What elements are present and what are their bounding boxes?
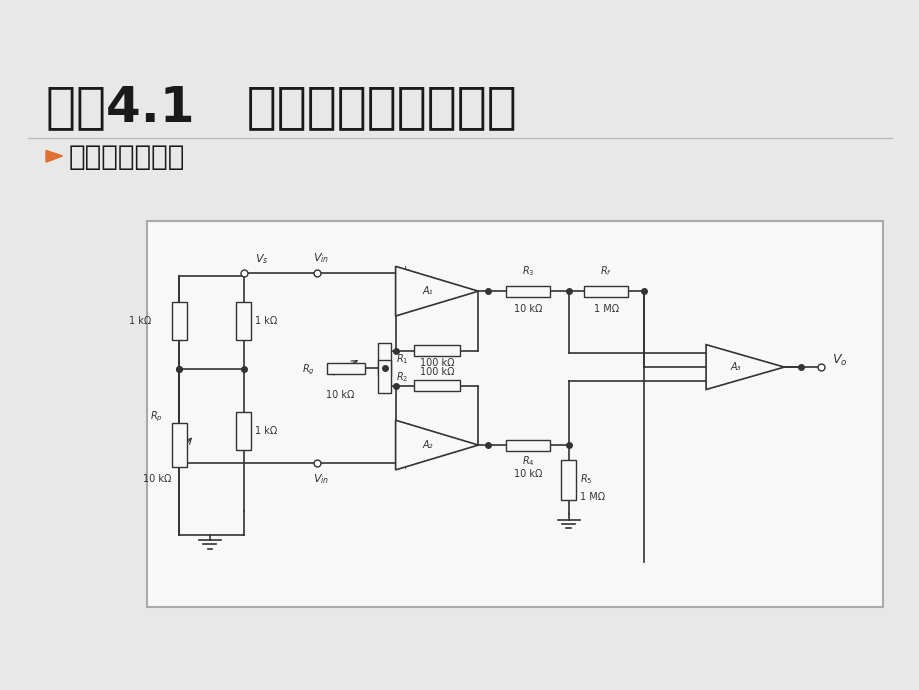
Bar <box>236 302 251 339</box>
Text: −: − <box>711 346 720 355</box>
Bar <box>414 380 460 391</box>
Bar <box>378 343 391 376</box>
Text: $R_f$: $R_f$ <box>599 265 612 279</box>
Text: $V_s$: $V_s$ <box>255 252 268 266</box>
Bar <box>505 286 550 297</box>
Text: $R_2$: $R_2$ <box>395 370 407 384</box>
Text: −: − <box>401 420 410 429</box>
Text: 10 kΩ: 10 kΩ <box>142 474 171 484</box>
Text: 10 kΩ: 10 kΩ <box>514 304 541 314</box>
Text: $R_4$: $R_4$ <box>521 455 534 469</box>
Bar <box>236 413 251 451</box>
Bar <box>414 345 460 356</box>
Text: 100 kΩ: 100 kΩ <box>419 367 454 377</box>
Bar <box>505 440 550 451</box>
Text: +: + <box>401 461 410 471</box>
Text: −: − <box>401 307 410 317</box>
Bar <box>172 302 187 339</box>
Bar <box>378 360 391 393</box>
Bar <box>584 286 628 297</box>
Text: A₃: A₃ <box>730 362 741 372</box>
Text: $R_5$: $R_5$ <box>579 473 592 486</box>
Bar <box>561 460 575 500</box>
Polygon shape <box>395 420 478 470</box>
Text: 任务4.1   仪用放大电路的设计: 任务4.1 仪用放大电路的设计 <box>46 83 516 131</box>
Text: $V_{in}$: $V_{in}$ <box>312 473 329 486</box>
Text: $R_p$: $R_p$ <box>150 410 163 424</box>
Polygon shape <box>706 345 784 389</box>
Polygon shape <box>395 266 478 316</box>
Text: $R_g$: $R_g$ <box>301 362 314 377</box>
Text: 100 kΩ: 100 kΩ <box>419 357 454 368</box>
Text: $R_1$: $R_1$ <box>395 353 407 366</box>
Text: 1 kΩ: 1 kΩ <box>129 316 151 326</box>
Text: A₁: A₁ <box>422 286 433 296</box>
Bar <box>147 221 882 607</box>
Text: $R_3$: $R_3$ <box>521 265 534 279</box>
Text: 1 kΩ: 1 kΩ <box>255 316 277 326</box>
Bar <box>326 363 365 374</box>
Text: $V_{in}$: $V_{in}$ <box>312 251 329 265</box>
Text: 仪用放大器结构: 仪用放大器结构 <box>69 143 185 170</box>
Text: 1 kΩ: 1 kΩ <box>255 426 277 436</box>
Text: $V_o$: $V_o$ <box>832 353 846 368</box>
Bar <box>172 422 187 468</box>
Text: A₂: A₂ <box>422 440 433 450</box>
Text: 1 MΩ: 1 MΩ <box>593 304 618 314</box>
Text: +: + <box>711 379 720 388</box>
Text: +: + <box>401 266 410 275</box>
Text: 10 kΩ: 10 kΩ <box>514 469 541 479</box>
Text: 10 kΩ: 10 kΩ <box>326 391 354 400</box>
Text: 1 MΩ: 1 MΩ <box>579 492 604 502</box>
Polygon shape <box>46 150 62 162</box>
